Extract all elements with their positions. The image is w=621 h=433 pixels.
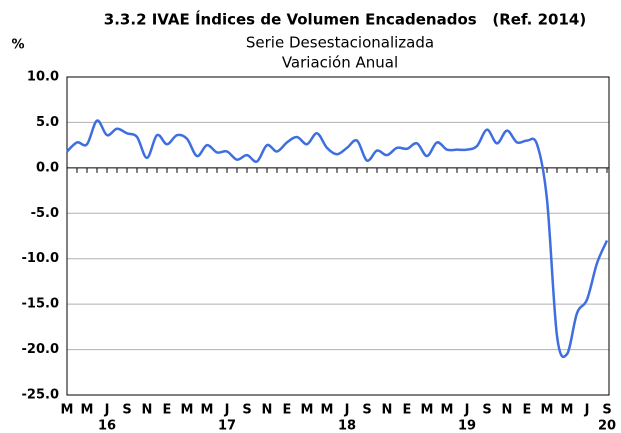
x-tick-label: M — [301, 403, 314, 418]
x-tick-label: N — [142, 403, 153, 418]
x-group-label: 16 — [98, 419, 116, 433]
x-tick-label: S — [602, 403, 611, 418]
x-tick-label: E — [283, 403, 292, 418]
y-tick-label: 0.0 — [36, 160, 59, 175]
x-tick-label: S — [362, 403, 371, 418]
chart-subtitle: Serie Desestacionalizada — [246, 34, 434, 52]
x-tick-label: M — [81, 403, 94, 418]
y-tick-label: 5.0 — [36, 115, 59, 130]
x-tick-label: M — [61, 403, 74, 418]
x-tick-label: M — [441, 403, 454, 418]
x-tick-label: J — [584, 403, 590, 418]
chart-title: 3.3.2 IVAE Índices de Volumen Encadenado… — [104, 10, 586, 29]
x-tick-label: N — [262, 403, 273, 418]
x-tick-label: S — [122, 403, 131, 418]
data-line — [66, 119, 609, 359]
x-tick-label: E — [163, 403, 172, 418]
x-tick-label: N — [382, 403, 393, 418]
x-tick-label: M — [421, 403, 434, 418]
x-tick-label: M — [541, 403, 554, 418]
x-tick-label: J — [344, 403, 350, 418]
x-tick-label: E — [403, 403, 412, 418]
x-group-label: 17 — [218, 419, 236, 433]
x-tick-label: M — [321, 403, 334, 418]
y-tick-label: -5.0 — [31, 206, 59, 221]
y-tick-label: -10.0 — [22, 251, 59, 266]
x-tick-label: J — [464, 403, 470, 418]
x-tick-label: J — [104, 403, 110, 418]
x-tick-label: S — [242, 403, 251, 418]
y-tick-label: -25.0 — [22, 388, 59, 403]
y-tick-label: -20.0 — [22, 342, 59, 357]
plot-border — [66, 76, 610, 396]
x-tick-label: N — [502, 403, 513, 418]
chart-subtitle: Variación Anual — [282, 54, 398, 72]
y-tick-label: -15.0 — [22, 297, 59, 312]
x-group-label: 19 — [458, 419, 476, 433]
x-tick-label: E — [523, 403, 532, 418]
x-tick-label: M — [181, 403, 194, 418]
x-tick-label: J — [224, 403, 230, 418]
x-tick-label: M — [201, 403, 214, 418]
x-group-label: 20 — [598, 419, 616, 433]
x-tick-label: M — [561, 403, 574, 418]
x-group-label: 18 — [338, 419, 356, 433]
y-tick-label: 10.0 — [27, 70, 59, 85]
y-axis-label: % — [11, 38, 24, 53]
x-tick-label: S — [482, 403, 491, 418]
